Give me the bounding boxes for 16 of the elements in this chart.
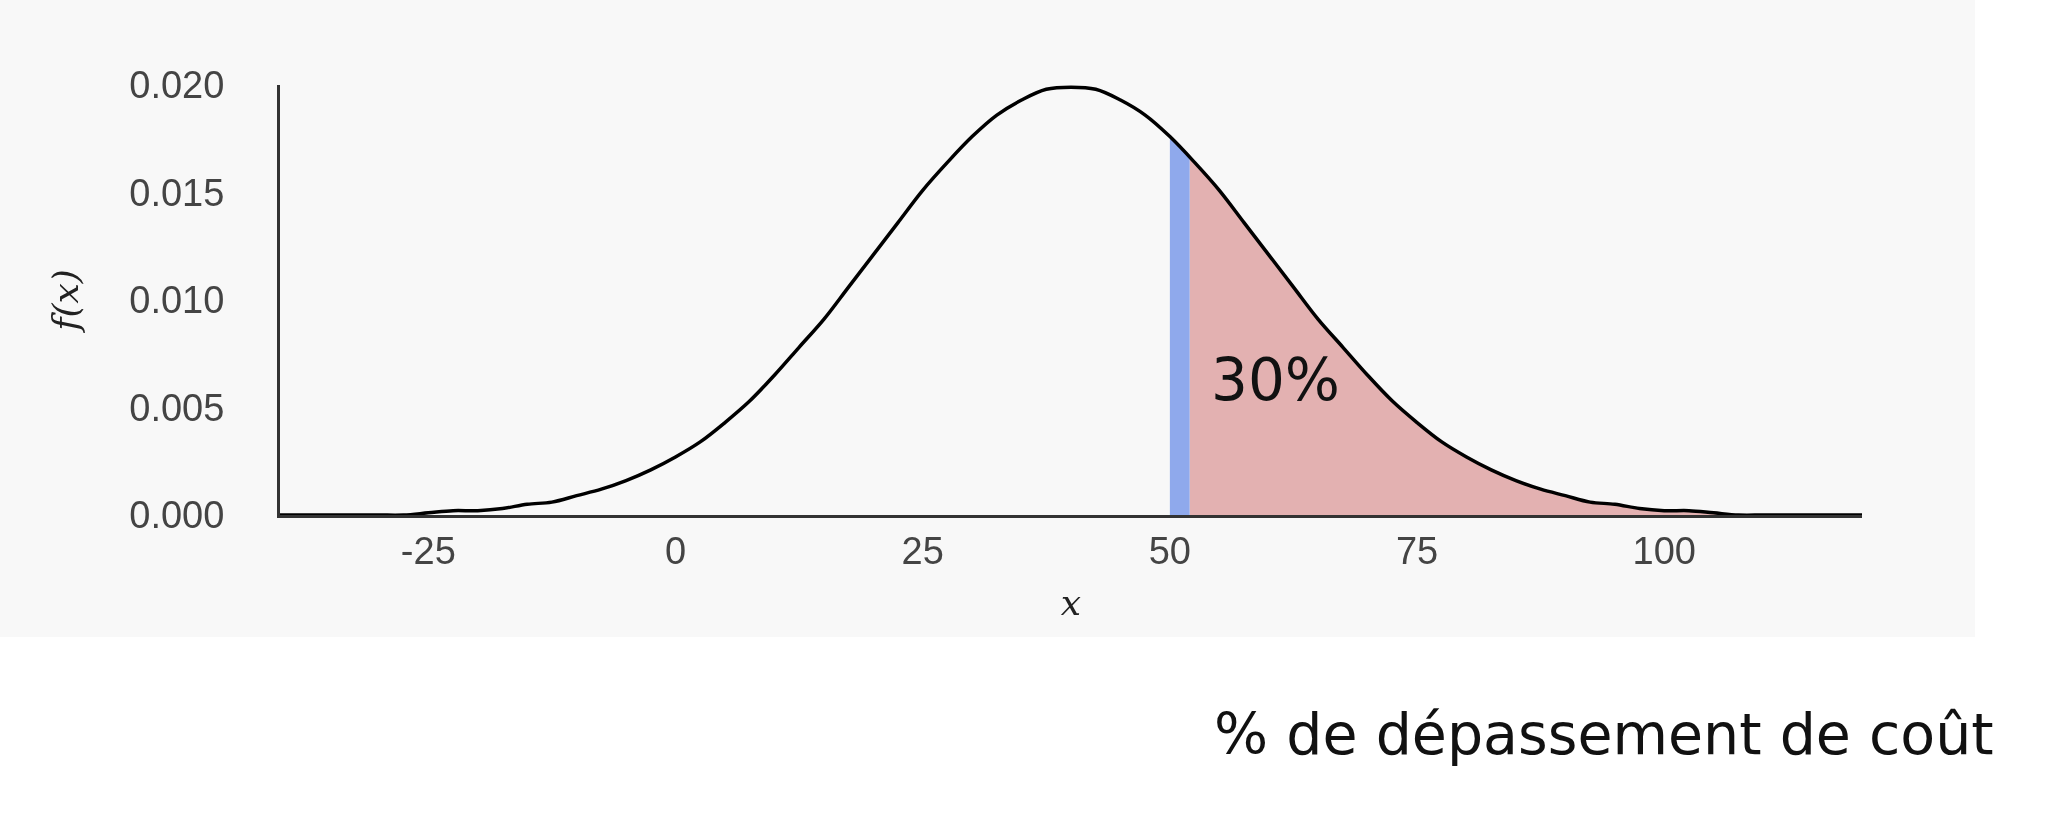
y-tick-label: 0.020: [129, 64, 225, 107]
annotation: 30%: [1211, 346, 1340, 414]
y-tick-label: 0.000: [129, 494, 225, 537]
x-tick-label: 50: [1148, 529, 1192, 572]
y-axis-title: f(x): [45, 269, 87, 334]
x-axis-title: x: [1060, 582, 1082, 624]
y-tick-label: 0.005: [129, 386, 225, 429]
x-tick-label: 0: [664, 529, 687, 572]
x-tick-label: 25: [901, 529, 944, 572]
line-series: [280, 85, 1862, 515]
y-tick-label: 0.010: [129, 279, 225, 322]
y-tick-label: 0.015: [129, 171, 225, 214]
x-tick-label: -25: [400, 529, 456, 572]
x-tick-label: 100: [1632, 529, 1696, 572]
x-tick-label: 75: [1395, 529, 1439, 572]
text: % de dépassement de coût: [1214, 701, 1994, 767]
